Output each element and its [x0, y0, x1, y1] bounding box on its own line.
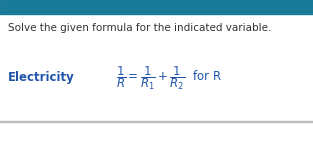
Text: Electricity: Electricity [8, 72, 75, 84]
Text: Solve the given formula for the indicated variable.: Solve the given formula for the indicate… [8, 23, 271, 33]
Bar [0, 121, 313, 122]
Bar [0, 0, 313, 14]
Text: $\dfrac{1}{R} = \dfrac{1}{R_1} + \dfrac{1}{R_2}$  for R: $\dfrac{1}{R} = \dfrac{1}{R_1} + \dfrac{… [116, 64, 222, 92]
